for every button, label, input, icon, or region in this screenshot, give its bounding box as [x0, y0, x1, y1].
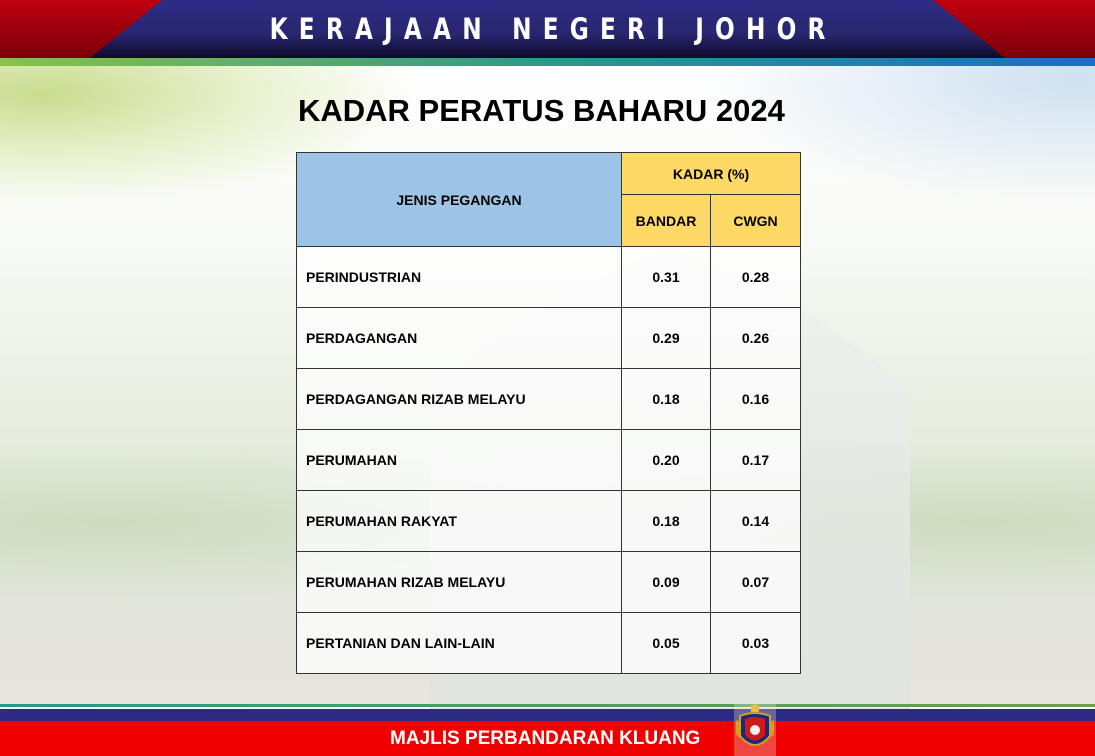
cell-bandar-value: 0.29 [621, 307, 711, 369]
cell-cwgn-value: 0.17 [710, 429, 801, 491]
header-title: KERAJAAN NEGERI JOHOR [269, 12, 837, 46]
header-divider [0, 58, 1095, 66]
table-row: PERUMAHAN 0.20 0.17 [296, 429, 801, 491]
cell-cwgn-value: 0.28 [710, 246, 801, 308]
cell-bandar-value: 0.18 [621, 368, 711, 430]
col-header-rate: KADAR (%) [621, 152, 801, 195]
table-row: PERTANIAN DAN LAIN-LAIN 0.05 0.03 [296, 612, 801, 674]
table-row: PERDAGANGAN 0.29 0.26 [296, 307, 801, 369]
footer-divider [0, 704, 1095, 707]
col-header-type: JENIS PEGANGAN [296, 152, 622, 247]
cell-cwgn-value: 0.07 [710, 551, 801, 613]
cell-name: PERINDUSTRIAN [296, 246, 622, 308]
cell-bandar-value: 0.09 [621, 551, 711, 613]
cell-cwgn-value: 0.26 [710, 307, 801, 369]
cell-bandar-value: 0.05 [621, 612, 711, 674]
col-header-cwgn: CWGN [710, 194, 801, 247]
crest-logo [734, 704, 776, 756]
cell-name: PERUMAHAN [296, 429, 622, 491]
col-header-bandar: BANDAR [621, 194, 711, 247]
rates-table: JENIS PEGANGAN KADAR (%) BANDAR CWGN PER… [296, 152, 801, 674]
cell-bandar-value: 0.20 [621, 429, 711, 491]
table-row: PERUMAHAN RAKYAT 0.18 0.14 [296, 490, 801, 552]
cell-bandar-value: 0.31 [621, 246, 711, 308]
footer-band [0, 721, 1095, 756]
header-banner: KERAJAAN NEGERI JOHOR [0, 0, 1095, 58]
page-title: KADAR PERATUS BAHARU 2024 [298, 93, 785, 128]
cell-name: PERDAGANGAN [296, 307, 622, 369]
footer-navy-band [0, 709, 1095, 721]
cell-cwgn-value: 0.03 [710, 612, 801, 674]
footer-title: MAJLIS PERBANDARAN KLUANG [390, 728, 701, 749]
table-row: PERUMAHAN RIZAB MELAYU 0.09 0.07 [296, 551, 801, 613]
cell-name: PERUMAHAN RAKYAT [296, 490, 622, 552]
cell-name: PERTANIAN DAN LAIN-LAIN [296, 612, 622, 674]
cell-name: PERUMAHAN RIZAB MELAYU [296, 551, 622, 613]
cell-cwgn-value: 0.16 [710, 368, 801, 430]
table-row: PERINDUSTRIAN 0.31 0.28 [296, 246, 801, 308]
cell-bandar-value: 0.18 [621, 490, 711, 552]
cell-cwgn-value: 0.14 [710, 490, 801, 552]
table-row: PERDAGANGAN RIZAB MELAYU 0.18 0.16 [296, 368, 801, 430]
cell-name: PERDAGANGAN RIZAB MELAYU [296, 368, 622, 430]
